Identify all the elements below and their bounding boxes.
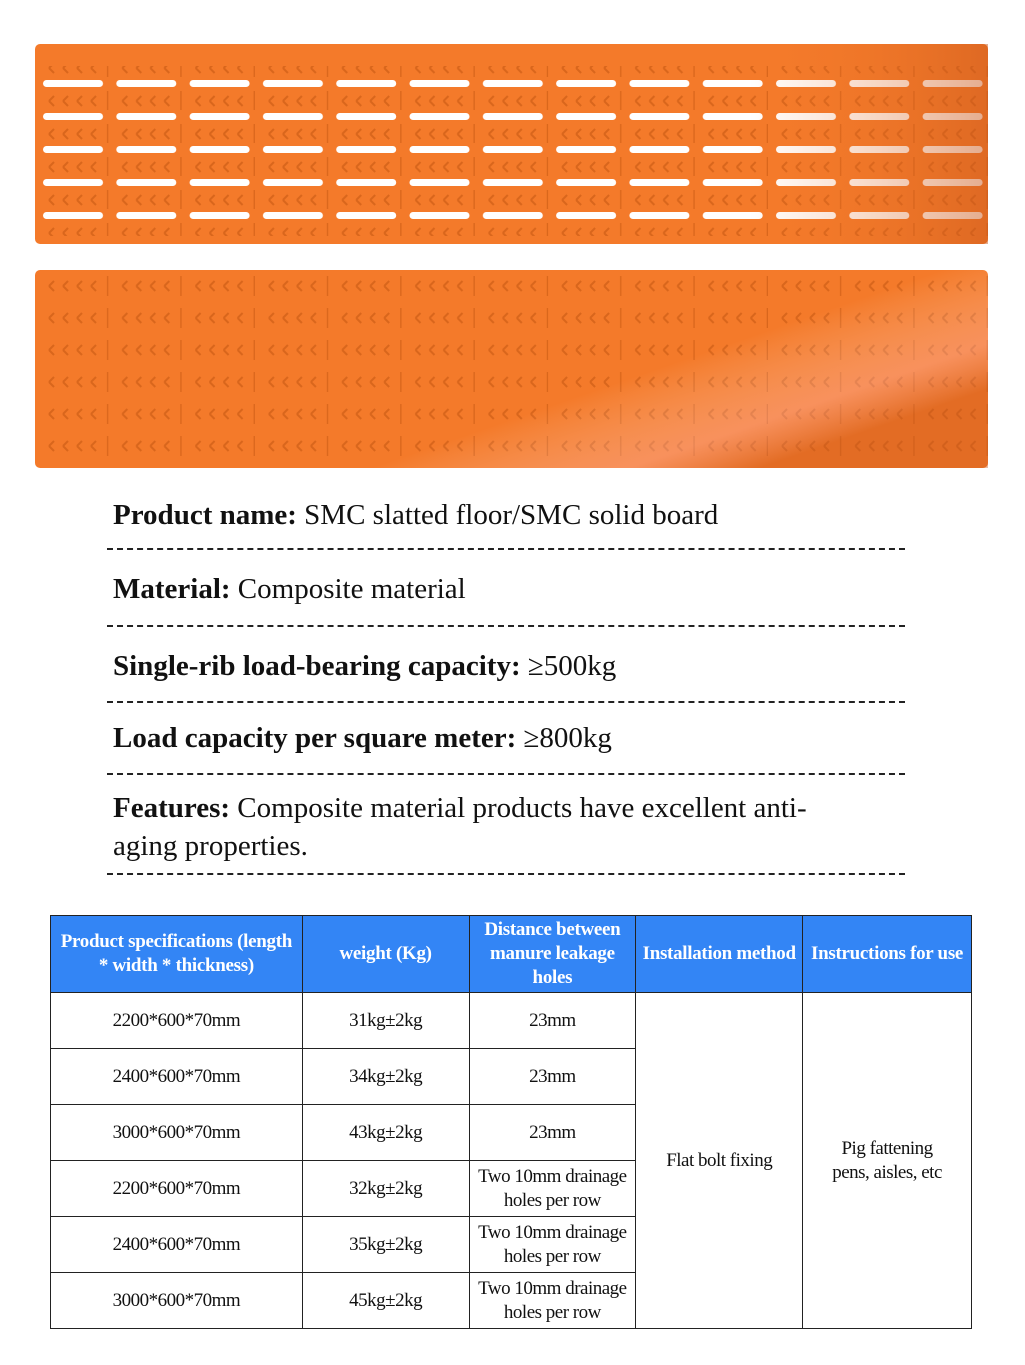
slatted-floor-image: [35, 44, 988, 244]
solid-board-image: [35, 270, 988, 468]
spec-load-capacity: Load capacity per square meter: ≥800kg: [113, 722, 612, 754]
cell-weight: 35kg±2kg: [301, 1216, 470, 1273]
cell-hole-distance: Two 10mm drainage holes per row: [468, 1216, 637, 1273]
spec-product-name: Product name: SMC slatted floor/SMC soli…: [113, 499, 719, 531]
header-weight: weight (Kg): [301, 915, 470, 993]
cell-hole-distance: Two 10mm drainage holes per row: [468, 1272, 637, 1329]
spec-material: Material: Composite material: [113, 573, 466, 605]
cell-spec: 2400*600*70mm: [50, 1048, 303, 1105]
cell-spec: 2200*600*70mm: [50, 1160, 303, 1217]
table-row: 2200*600*70mm 32kg±2kg Two 10mm drainage h…: [50, 1160, 972, 1217]
divider: [107, 625, 905, 627]
cell-weight: 31kg±2kg: [301, 992, 470, 1049]
table-row: 3000*600*70mm 45kg±2kg Two 10mm drainage h…: [50, 1272, 972, 1329]
cell-hole-distance: 23mm: [468, 992, 637, 1049]
spec-table: Product specifications (length * width *…: [50, 915, 972, 1329]
cell-spec: 3000*600*70mm: [50, 1104, 303, 1161]
cell-installation-method: Flat bolt fixing: [635, 992, 804, 1329]
cell-spec: 2400*600*70mm: [50, 1216, 303, 1273]
cell-weight: 45kg±2kg: [301, 1272, 470, 1329]
table-row: 2400*600*70mm 34kg±2kg 23mm: [50, 1048, 972, 1105]
header-hole-distance: Distance between manure leakage holes: [468, 915, 637, 993]
divider: [107, 773, 905, 775]
cell-hole-distance: 23mm: [468, 1104, 637, 1161]
cell-weight: 43kg±2kg: [301, 1104, 470, 1161]
table-row: 3000*600*70mm 43kg±2kg 23mm: [50, 1104, 972, 1161]
divider: [107, 701, 905, 703]
divider: [107, 873, 905, 875]
cell-weight: 32kg±2kg: [301, 1160, 470, 1217]
table-row: 2200*600*70mm 31kg±2kg 23mm Flat bolt fixin…: [50, 992, 972, 1329]
cell-spec: 3000*600*70mm: [50, 1272, 303, 1329]
cell-hole-distance: 23mm: [468, 1048, 637, 1105]
table-header-row: Product specifications (length * width *…: [50, 915, 972, 993]
spec-features: Features: Composite material products ha…: [113, 792, 807, 862]
spec-single-rib-capacity: Single-rib load-bearing capacity: ≥500kg: [113, 650, 617, 682]
cell-weight: 34kg±2kg: [301, 1048, 470, 1105]
header-installation: Installation method: [635, 915, 804, 993]
header-instructions: Instructions for use: [802, 915, 972, 993]
cell-hole-distance: Two 10mm drainage holes per row: [468, 1160, 637, 1217]
cell-instructions-for-use: Pig fattening pens, aisles, etc: [802, 992, 972, 1329]
cell-spec: 2200*600*70mm: [50, 992, 303, 1049]
header-product-spec: Product specifications (length * width *…: [50, 915, 303, 993]
divider: [107, 548, 905, 550]
table-row: 2400*600*70mm 35kg±2kg Two 10mm drainage h…: [50, 1216, 972, 1273]
